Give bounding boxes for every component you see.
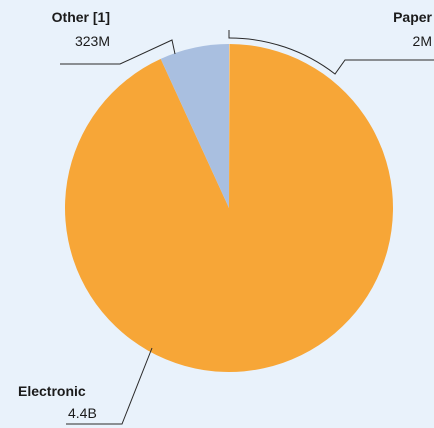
slice-value-paper: 2M — [413, 33, 432, 49]
slice-value-electronic: 4.4B — [68, 405, 97, 421]
slice-value-other: 323M — [75, 33, 110, 49]
slice-label-other: Other [1] — [52, 9, 110, 25]
pie-slice-electronic — [64, 44, 393, 372]
pie-slice-other — [160, 44, 229, 208]
slice-label-electronic: Electronic — [18, 383, 86, 399]
leader-line-paper — [228, 30, 434, 75]
slice-label-paper: Paper — [393, 9, 432, 25]
leader-line-other — [60, 39, 176, 65]
leader-line-electronic — [66, 347, 153, 425]
